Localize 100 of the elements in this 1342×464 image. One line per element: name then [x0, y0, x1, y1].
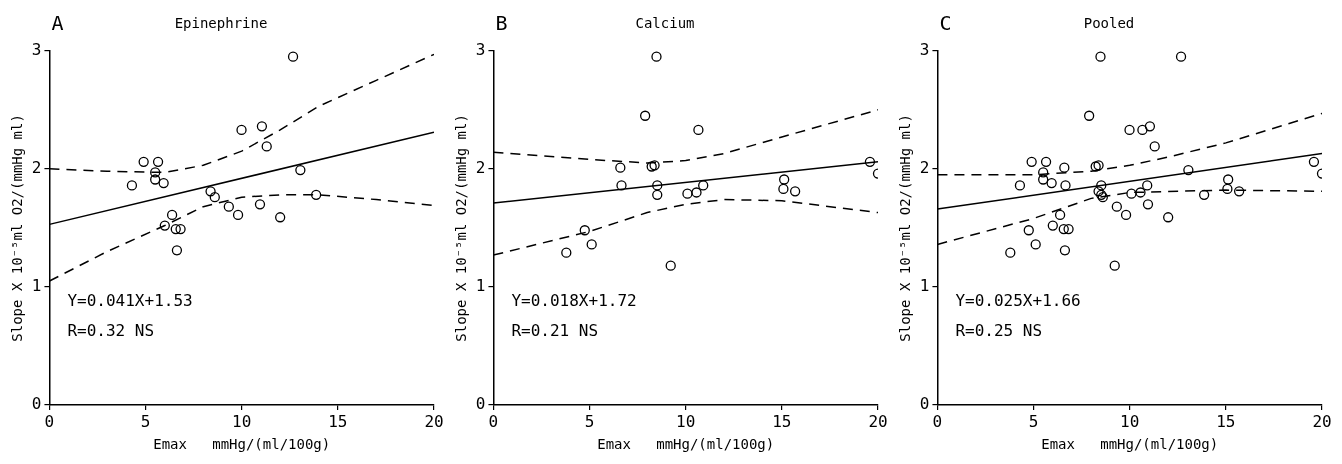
point — [579, 225, 590, 236]
point — [1120, 209, 1132, 221]
point — [295, 164, 306, 176]
point — [150, 167, 161, 178]
point — [209, 192, 220, 203]
point — [1047, 220, 1058, 231]
point — [691, 187, 702, 198]
point — [640, 110, 651, 121]
y-tick-label: 2 — [31, 158, 42, 178]
text: B — [495, 11, 508, 35]
y-tick-label: 1 — [475, 276, 486, 296]
point — [1126, 188, 1137, 199]
x-tick-label: 15 — [1216, 411, 1236, 431]
point — [1059, 245, 1071, 256]
annotation: R=0.32 NS — [67, 320, 155, 340]
point — [275, 212, 286, 223]
x-axis-title: Emax mmHg/(ml/100g) — [153, 436, 331, 453]
point — [1163, 212, 1174, 223]
x-tick-label: 5 — [140, 411, 151, 431]
point — [778, 183, 789, 195]
y-axis-title: Slope X 10⁻⁵ml O2/(mmHg ml) — [453, 114, 470, 342]
point — [1030, 239, 1041, 250]
point — [1135, 187, 1146, 198]
point — [651, 51, 662, 62]
annotation: Y=0.018X+1.72 — [511, 290, 637, 310]
point — [1223, 174, 1234, 185]
annotation: Y=0.041X+1.53 — [67, 290, 193, 310]
x-tick-label: 10 — [232, 411, 252, 431]
point — [1142, 199, 1154, 210]
point — [1038, 167, 1049, 178]
point — [779, 174, 790, 185]
y-tick-label: 2 — [475, 158, 486, 178]
point — [287, 51, 299, 62]
point — [1060, 180, 1071, 191]
x-tick-label: 0 — [44, 411, 55, 431]
point — [1308, 156, 1320, 167]
point — [652, 180, 663, 191]
point — [223, 201, 234, 212]
point — [256, 121, 268, 132]
point — [693, 124, 704, 136]
x-tick-label: 5 — [1028, 411, 1039, 431]
point — [1096, 180, 1107, 191]
point — [1026, 156, 1037, 167]
y-tick-label: 0 — [919, 394, 930, 414]
x-tick-label: 20 — [1312, 411, 1332, 431]
point — [1059, 162, 1070, 173]
y-axis-title: Slope X 10⁻⁵ml O2/(mmHg ml) — [9, 114, 26, 342]
point — [1023, 225, 1034, 236]
point — [1054, 209, 1066, 221]
y-tick-label: 0 — [31, 394, 42, 414]
point — [1040, 156, 1052, 167]
chart-title: Pooled — [1083, 15, 1135, 32]
y-tick-label: 3 — [919, 39, 930, 59]
point — [150, 174, 161, 185]
x-tick-label: 20 — [424, 411, 444, 431]
y-axis-title: Slope X 10⁻⁵ml O2/(mmHg ml) — [897, 114, 914, 342]
text: C — [939, 11, 952, 35]
x-axis-title: Emax mmHg/(ml/100g) — [597, 436, 775, 453]
x-tick-label: 0 — [488, 411, 499, 431]
point — [205, 186, 216, 197]
point — [138, 156, 149, 167]
point — [864, 156, 876, 167]
point — [652, 189, 663, 200]
point — [1198, 189, 1210, 200]
point — [1111, 201, 1122, 212]
y-tick-label: 3 — [475, 39, 486, 59]
point — [232, 209, 244, 221]
y-tick-label: 1 — [31, 276, 42, 296]
point — [789, 186, 801, 197]
point — [1005, 247, 1016, 258]
y-tick-label: 1 — [919, 276, 930, 296]
point — [1095, 51, 1106, 62]
point — [254, 199, 266, 210]
point — [1233, 186, 1245, 197]
point — [170, 223, 181, 235]
point — [159, 220, 170, 231]
annotation: R=0.25 NS — [955, 320, 1043, 340]
y-tick-label: 3 — [31, 39, 42, 59]
point — [236, 124, 247, 136]
point — [1014, 180, 1026, 191]
point — [1137, 124, 1148, 136]
point — [261, 141, 272, 152]
point — [152, 156, 164, 167]
point — [586, 239, 597, 250]
point — [126, 180, 138, 191]
chart-title: Calcium — [635, 15, 695, 32]
point — [1058, 223, 1069, 235]
point — [698, 180, 709, 191]
point — [1038, 174, 1049, 185]
point — [1144, 121, 1156, 132]
point — [166, 209, 178, 221]
point — [175, 223, 186, 235]
point — [1175, 51, 1187, 62]
point — [158, 177, 169, 189]
point — [665, 260, 676, 271]
x-tick-label: 5 — [584, 411, 595, 431]
y-tick-label: 2 — [919, 158, 930, 178]
point — [1046, 177, 1057, 189]
chart-title: Epinephrine — [174, 15, 268, 32]
annotation: R=0.21 NS — [511, 320, 599, 340]
